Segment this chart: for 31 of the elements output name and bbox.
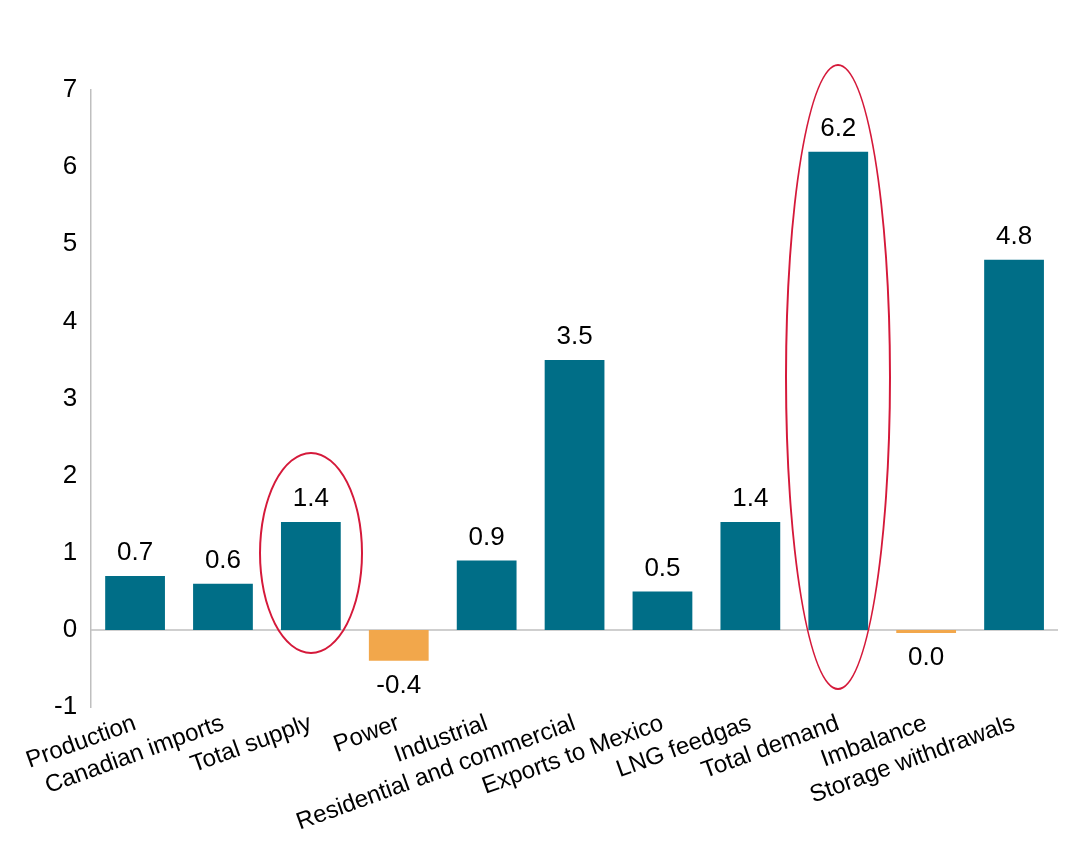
data-label: -0.4 — [376, 669, 422, 699]
y-tick-label: 7 — [62, 73, 78, 104]
y-tick-label: 2 — [62, 458, 78, 489]
data-label: 0.9 — [468, 520, 505, 551]
y-tick-label: 6 — [62, 150, 78, 181]
bar — [280, 521, 341, 630]
data-label: 0.5 — [644, 551, 681, 582]
bar — [368, 629, 429, 661]
bar — [896, 629, 957, 634]
data-label: 0.7 — [116, 536, 154, 567]
bar — [105, 575, 165, 630]
data-label: 4.8 — [995, 219, 1033, 250]
data-label: 1.4 — [732, 482, 769, 513]
y-tick-label: 3 — [62, 381, 78, 412]
y-tick-label: 4 — [62, 304, 78, 335]
data-label: 6.2 — [820, 111, 857, 142]
y-tick-label: 1 — [62, 536, 78, 566]
bar — [193, 583, 253, 630]
bar — [544, 359, 605, 630]
bar — [456, 560, 517, 630]
data-label: 3.5 — [556, 320, 593, 351]
y-tick-label: -1 — [53, 690, 78, 721]
bar — [984, 259, 1044, 630]
bar — [808, 151, 869, 630]
data-label: 0.6 — [204, 543, 242, 574]
bar — [632, 591, 693, 630]
y-tick-label: 5 — [62, 227, 78, 258]
y-tick-label: 0 — [62, 613, 78, 644]
data-label: 1.4 — [292, 482, 329, 513]
bar — [720, 521, 781, 630]
data-label: 0.0 — [908, 641, 945, 672]
